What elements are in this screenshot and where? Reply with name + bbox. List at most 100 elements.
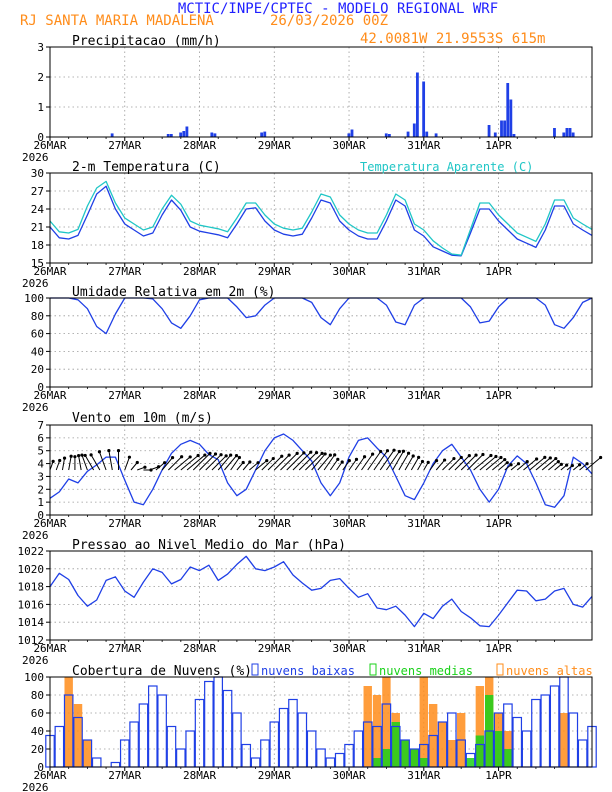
wind-vector-head (323, 452, 327, 456)
temp-panel: 15 18 21 24 27 30 26MAR 27MAR 28MAR 29MAR 30MAR 31M… (22, 160, 593, 290)
temp-xtick-label: 29MAR (258, 265, 291, 278)
wind-vector-head (237, 455, 242, 460)
cloud-title: Cobertura de Nuvens (%) (72, 664, 252, 679)
wind-vector (417, 461, 423, 471)
precip-bar (213, 133, 217, 137)
cloud-bar-blue (325, 757, 336, 768)
wind-vector (168, 456, 182, 471)
wind-vector-head (354, 457, 359, 461)
humid-xtick-label: 29MAR (258, 389, 291, 402)
wind-ytick-label: 4 (37, 458, 44, 471)
wind-vector (479, 456, 497, 471)
wind-vector-head (379, 449, 383, 454)
wind-vector-head (443, 458, 447, 462)
wind-vector-head (554, 456, 558, 461)
precip-bar (166, 134, 170, 137)
wind-vector-head (406, 451, 411, 455)
cloud-bar-blue (568, 712, 579, 768)
wind-vector (379, 449, 395, 471)
humid-xtick-label: 28MAR (183, 389, 216, 402)
precip-bar (568, 128, 572, 137)
wind-vector-head (570, 463, 574, 468)
wind-vector-head (135, 460, 139, 465)
wind-ytick-label: 6 (37, 432, 44, 445)
cloud-legend-label: nuvens baixas (261, 664, 355, 678)
wind-vector-head (271, 456, 275, 461)
wind-vector-head (58, 458, 62, 463)
cloud-bar-blue (138, 703, 149, 768)
precip-xtick-label: 29MAR (258, 139, 291, 152)
precip-bar (347, 133, 351, 137)
wind-vector (217, 454, 232, 471)
precip-bar (185, 126, 189, 137)
cloud-year-label: 2026 (22, 781, 49, 792)
wind-vector-head (556, 460, 560, 464)
wind-vector (386, 451, 400, 471)
wind-vector-head (229, 453, 233, 457)
wind-vector (516, 461, 528, 471)
wind-vector (81, 454, 88, 471)
precip-bar (571, 132, 575, 137)
press-ytick-label: 1018 (18, 581, 45, 594)
wind-vector (392, 451, 404, 471)
temp-title: 2-m Temperatura (C) (72, 160, 221, 175)
humid-xtick-label: 27MAR (108, 389, 141, 402)
wind-vector-head (116, 449, 121, 453)
precip-bar (110, 133, 114, 137)
wind-vector (180, 455, 199, 471)
temp-ytick-label: 24 (31, 203, 45, 216)
wind-vector (323, 454, 336, 471)
wind-vector-head (51, 459, 55, 463)
wind-xtick-label: 31MAR (407, 517, 440, 530)
precip-ytick-label: 2 (37, 71, 44, 84)
wind-vector (68, 456, 72, 471)
precip-bar (260, 132, 264, 137)
humid-ytick-label: 60 (31, 328, 44, 341)
wind-vector (311, 453, 326, 471)
humid-panel: 0 20 40 60 80 100 26MAR 27MAR 28MAR 29MAR 30MAR 31M… (22, 285, 593, 414)
wind-vector (398, 452, 410, 471)
press-xtick-label: 1APR (485, 642, 512, 655)
wind-vector (211, 455, 227, 471)
press-xtick-label: 31MAR (407, 642, 440, 655)
wind-vector (485, 457, 502, 471)
precip-bar (169, 134, 173, 137)
wind-vector (230, 457, 240, 471)
wind-vector (199, 453, 216, 471)
press-ytick-label: 1016 (18, 598, 45, 611)
humid-ytick-label: 20 (31, 363, 44, 376)
wind-vector-head (426, 460, 430, 464)
wind-vector (467, 454, 484, 471)
wind-vector-head (213, 452, 218, 456)
wind-vector-head (83, 453, 87, 458)
wind-vector-head (417, 455, 421, 459)
press-ytick-label: 1022 (18, 545, 45, 558)
precip-bar (509, 99, 513, 137)
press-xtick-label: 28MAR (183, 642, 216, 655)
precip-bar (425, 131, 429, 137)
wind-vector (267, 455, 283, 471)
wind-vector-head (163, 461, 167, 465)
cloud-bar-green (503, 749, 513, 767)
wind-xtick-label: 1APR (485, 517, 512, 530)
temp-legend: Temperatura Aparente (C) (360, 160, 533, 174)
wind-vector-head (481, 452, 485, 457)
wind-vector (242, 461, 251, 471)
wind-vector-head (392, 448, 396, 452)
precip-bar (506, 83, 510, 137)
temp-year-label: 2026 (22, 277, 49, 290)
press-frame (49, 550, 593, 641)
cloud-bar-orange (372, 695, 382, 767)
wind-vector-head (203, 453, 207, 457)
cloud-bar-orange (447, 740, 457, 767)
precip-bar (179, 132, 183, 137)
wind-vector (454, 455, 470, 471)
wind-vector-head (452, 456, 456, 461)
precip-bar (416, 72, 419, 137)
wind-ytick-label: 3 (37, 470, 44, 483)
wind-vector-head (170, 455, 175, 460)
precip-bar (562, 132, 566, 137)
wind-vector (317, 454, 331, 471)
wind-vector-head (314, 451, 319, 455)
